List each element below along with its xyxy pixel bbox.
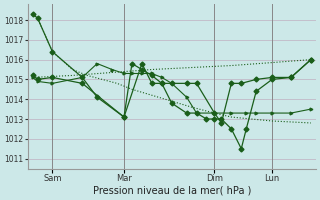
- X-axis label: Pression niveau de la mer( hPa ): Pression niveau de la mer( hPa ): [92, 186, 251, 196]
